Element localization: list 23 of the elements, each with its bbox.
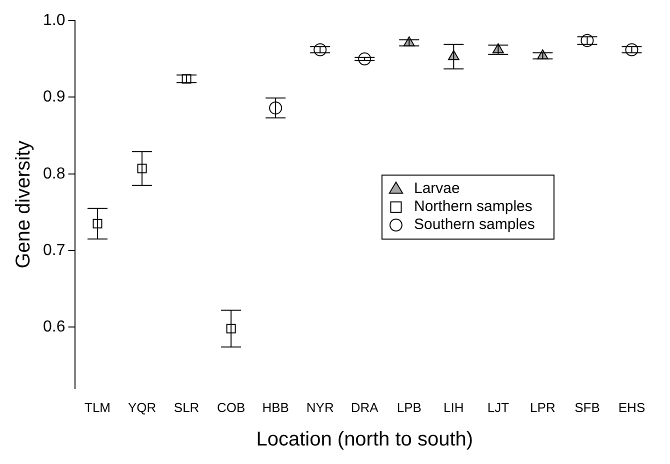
x-tick-label: SFB	[574, 400, 600, 415]
x-tick-label: COB	[216, 400, 246, 415]
x-tick-label: SLR	[174, 400, 200, 415]
legend-label: Northern samples	[414, 198, 532, 216]
x-tick-label: EHS	[618, 400, 646, 415]
y-tick-label: 0.7	[42, 242, 66, 259]
x-tick-label: DRA	[350, 400, 379, 415]
x-tick-label: LIH	[444, 400, 464, 415]
y-axis-title: Gene diversity	[12, 140, 35, 268]
y-tick-label: 0.6	[42, 318, 66, 336]
x-tick-label: YQR	[128, 400, 156, 415]
y-tick-label: 0.8	[42, 165, 66, 182]
y-tick-label: 1.0	[42, 12, 66, 30]
legend-label: Southern samples	[414, 216, 535, 234]
x-tick-label: HBB	[262, 400, 289, 415]
x-axis-title: Location (north to south)	[256, 428, 474, 451]
x-tick-label: LPB	[396, 400, 422, 415]
x-tick-label: LJT	[487, 400, 510, 415]
x-tick-label: LPR	[530, 400, 556, 415]
legend-label: Larvae	[414, 180, 460, 198]
x-tick-label: TLM	[84, 400, 110, 415]
y-tick-label: 0.9	[42, 88, 66, 106]
x-tick-label: NYR	[306, 400, 334, 415]
